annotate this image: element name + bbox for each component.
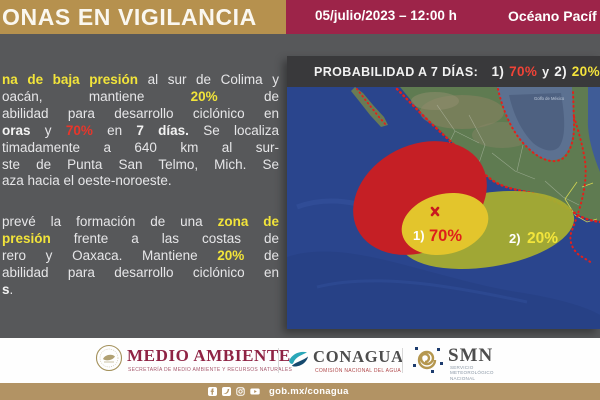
body-text: en	[92, 122, 137, 138]
probability-label: PROBABILIDAD A 7 DÍAS:	[314, 64, 479, 79]
highlight-text: 20%	[217, 248, 245, 264]
gulf-deep-water	[509, 93, 565, 151]
advisory-line: presión frente a las costas de	[2, 231, 279, 248]
disturbance-marker-icon	[430, 206, 440, 217]
body-text: de	[263, 88, 279, 104]
header-title-section: ONAS EN VIGILANCIA	[0, 0, 286, 34]
body-text: prevé la formación de una	[2, 214, 218, 230]
semarnat-subtitle: SECRETARÍA DE MEDIO AMBIENTE Y RECURSOS …	[128, 367, 293, 373]
zone1-label-value: 70%	[429, 227, 462, 245]
map-panel: PROBABILIDAD A 7 DÍAS: 1) 70% y 2) 20%	[287, 56, 600, 329]
separator-text: y	[542, 64, 550, 79]
highlight-text: 20%	[190, 88, 218, 104]
bold-text: oras	[2, 122, 31, 138]
body-text: de	[244, 248, 279, 264]
zone2-probability: 20%	[571, 64, 600, 79]
body-text: .	[9, 281, 14, 297]
social-row: gob.mx/conagua	[208, 386, 349, 397]
smn-subtitle: SERVICIO METEOROLÓGICO NACIONAL	[450, 365, 494, 381]
conagua-subtitle: COMISIÓN NACIONAL DEL AGUA	[315, 368, 402, 374]
conagua-title: CONAGUA	[313, 347, 404, 366]
smn-spiral-icon	[413, 347, 443, 373]
zone2-label-value: 20%	[527, 230, 558, 247]
zone1-label-number: 1)	[413, 228, 425, 243]
seafloor-ridge	[316, 279, 528, 304]
advisory-line: s.	[2, 282, 279, 299]
highlight-text: presión	[2, 231, 51, 247]
advisory-line: rero y Oaxaca. Mantiene 20% de	[2, 248, 279, 265]
coastline-border-dots	[356, 87, 600, 264]
bold-text: 7 días.	[136, 122, 189, 138]
smn-title: SMN	[448, 345, 494, 366]
facebook-icon	[208, 387, 217, 396]
body-text: abilidad para desarrollo ciclónico en	[2, 265, 279, 281]
probability-bar: PROBABILIDAD A 7 DÍAS: 1) 70% y 2) 20%	[287, 56, 600, 87]
body-text: aza hacia el oeste-noroeste.	[2, 173, 172, 189]
zone1-inner-ellipse	[401, 193, 489, 255]
ocean-texture	[287, 251, 600, 329]
instagram-icon	[236, 387, 245, 396]
gulf-label: Golfo de México	[534, 96, 565, 101]
body-text: rero y Oaxaca. Mantiene	[2, 248, 218, 264]
advisory-line: abilidad para desarrollo ciclónico en	[2, 106, 279, 123]
page-title: ONAS EN VIGILANCIA	[2, 3, 257, 30]
highlight-text: zona de	[217, 214, 279, 230]
zone2-number: 2)	[554, 64, 567, 79]
bold-text: s	[2, 281, 10, 297]
advisory-line: oras y 70% en 7 días. Se localiza	[2, 123, 279, 140]
body-text: mantiene	[88, 88, 145, 104]
zone2-label-number: 2)	[509, 231, 521, 246]
twitter-icon	[222, 387, 231, 396]
header-region: Océano Pacíf	[508, 8, 597, 24]
advisory-line: aza hacia el oeste-noroeste.	[2, 173, 279, 190]
semarnat-title: MEDIO AMBIENTE	[127, 346, 291, 365]
body-text: Se localiza	[188, 122, 279, 138]
advisory-paragraph-2: prevé la formación de una zona de presió…	[2, 214, 279, 299]
advisory-line: na de baja presión al sur de Colima y	[2, 72, 279, 89]
advisory-line: prevé la formación de una zona de	[2, 214, 279, 231]
mountain-texture	[411, 92, 459, 110]
divider	[402, 348, 403, 373]
highlight-text: na de baja presión	[2, 72, 139, 87]
youtube-icon	[250, 388, 260, 395]
header-datetime: 05/julio/2023 – 12:00 h	[315, 8, 457, 23]
highlight-red-text: 70%	[65, 122, 93, 138]
advisory-line: oacán, mantiene 20% de	[2, 89, 279, 106]
gobmx-url: gob.mx/conagua	[269, 386, 349, 397]
body-text: frente a las costas de	[50, 231, 279, 247]
header-date-section: 05/julio/2023 – 12:00 h Océano Pacíf	[286, 0, 600, 34]
advisory-line: ste de Punta San Telmo, Mich. Se	[2, 157, 279, 174]
semarnat-seal-icon	[95, 344, 123, 372]
body-text: y	[30, 122, 66, 138]
body-text: timadamente a 640 km al sur-	[2, 139, 279, 155]
header-bar: ONAS EN VIGILANCIA 05/julio/2023 – 12:00…	[0, 0, 600, 34]
smn-subtitle-line: METEOROLÓGICO	[450, 370, 494, 376]
body-text: ste de Punta San Telmo, Mich. Se	[2, 156, 279, 172]
caribbean-sea	[587, 87, 600, 172]
zone1-number: 1)	[491, 64, 505, 79]
advisory-line: timadamente a 640 km al sur-	[2, 140, 279, 157]
smn-subtitle-line: NACIONAL	[450, 375, 476, 381]
pacific-map: Golfo de México 1) 70% 2) 20%	[287, 87, 600, 329]
advisory-paragraph-1: na de baja presión al sur de Colima y oa…	[2, 72, 279, 190]
conagua-logo-icon	[289, 351, 308, 367]
body-text: abilidad para desarrollo ciclónico en	[2, 105, 279, 121]
body-text: al sur de Colima y	[138, 72, 279, 87]
smn-subtitle-line: SERVICIO	[450, 365, 474, 370]
body-text: oacán,	[2, 88, 43, 104]
advisory-text: na de baja presión al sur de Colima y oa…	[2, 72, 279, 299]
advisory-line: abilidad para desarrollo ciclónico en	[2, 265, 279, 282]
footer-logos: MEDIO AMBIENTE SECRETARÍA DE MEDIO AMBIE…	[0, 338, 600, 383]
divider	[278, 348, 279, 373]
zone1-probability: 70%	[509, 64, 538, 79]
bottom-bar: gob.mx/conagua	[0, 383, 600, 400]
smn-spiral-dots	[413, 347, 443, 373]
